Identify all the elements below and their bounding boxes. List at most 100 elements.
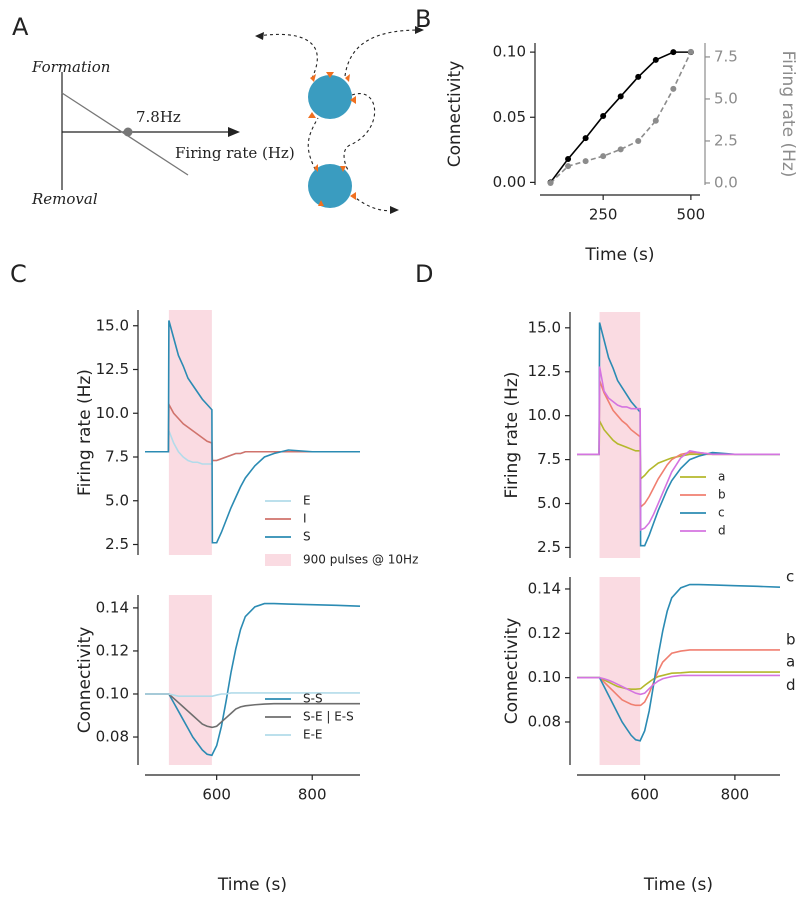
legend-label: 900 pulses @ 10Hz (303, 553, 418, 567)
arrow-head (255, 32, 264, 40)
y2-tick-label: 7.5 (714, 47, 738, 65)
legend-label: S-E | E-S (303, 710, 354, 724)
y-tick-label: 15.0 (96, 316, 129, 334)
y-tick-label: 0.12 (528, 624, 561, 642)
point (565, 155, 572, 162)
x-tick-label: 600 (202, 786, 231, 804)
legend-label: a (718, 470, 725, 484)
y-tick-label: 0.12 (96, 641, 129, 659)
point (617, 146, 624, 153)
setpoint-dot (123, 127, 133, 137)
x-tick-label: 500 (677, 206, 706, 224)
synapse (345, 74, 350, 82)
x-label: Firing rate (Hz) (175, 144, 295, 162)
line-end-label: a (786, 653, 795, 671)
y-axis-label: Connectivity (75, 627, 95, 734)
y-tick-label: 12.5 (528, 362, 561, 380)
x-tick-label: 600 (630, 786, 659, 804)
point (670, 49, 677, 56)
synapse (318, 200, 324, 206)
panel-label: C (10, 260, 27, 288)
chart: 0.08 0.10 0.12 0.14 600 800 Time (s) Connectivi… (75, 595, 361, 895)
legend: EIS 900 pulses @ 10Hz (265, 494, 418, 567)
legend-label: I (303, 512, 307, 526)
y-tick-label: 0.14 (528, 579, 561, 597)
y-tick-label: 10.0 (528, 406, 561, 424)
legend-swatch (265, 554, 291, 566)
connection (344, 29, 421, 77)
series-line (145, 693, 360, 729)
point (582, 135, 589, 142)
diagram: A Formation Removal 7.8Hz Firing rate (H… (12, 13, 424, 214)
x-tick-label: 800 (721, 786, 750, 804)
synapse (350, 96, 356, 104)
point (547, 179, 554, 186)
connection (343, 93, 376, 171)
series-line (145, 692, 360, 697)
y-tick-label: 5.0 (105, 491, 129, 509)
legend-label: E (303, 494, 311, 508)
y-tick-label: 10.0 (96, 404, 129, 422)
y-tick-label: 0.08 (528, 712, 561, 730)
point (635, 137, 642, 144)
y-tick-label: 0.10 (528, 668, 561, 686)
legend-label: d (718, 524, 726, 538)
stimulus-shade (168, 595, 212, 765)
y-tick-label: 0.00 (493, 173, 526, 191)
legend-label: b (718, 488, 726, 502)
y-tick-label: 5.0 (537, 494, 561, 512)
y-tick-label: 0.10 (493, 43, 526, 61)
series-line (549, 51, 692, 184)
legend-label: E-E (303, 728, 323, 742)
y-axis-label: Connectivity (502, 618, 522, 725)
series-line (549, 51, 691, 183)
panel-label: D (415, 260, 433, 288)
synapse (310, 74, 316, 82)
series-line (145, 602, 361, 757)
legend-label: S-S (303, 692, 323, 706)
point (652, 117, 659, 124)
synapse (314, 164, 318, 172)
setpoint-label: 7.8Hz (136, 108, 181, 126)
series-line (577, 366, 780, 532)
x-axis-label: Time (s) (217, 875, 287, 895)
series-line (577, 649, 780, 707)
point (600, 153, 607, 160)
panel-label: A (12, 13, 29, 41)
point (617, 93, 624, 100)
point (600, 112, 607, 119)
stimulus-shade (599, 312, 641, 558)
synapse (340, 166, 346, 172)
x-tick-label: 800 (298, 786, 327, 804)
connection (351, 194, 396, 212)
y2-axis-label: Firing rate (Hz) (778, 51, 798, 178)
point (670, 85, 677, 92)
x-axis-label: Time (s) (643, 875, 713, 895)
connection (307, 117, 319, 176)
y-axis-label: Firing rate (Hz) (75, 369, 95, 496)
stimulus-shade (599, 577, 641, 765)
connection (257, 33, 318, 79)
legend-label: c (718, 506, 725, 520)
series-line (577, 583, 781, 742)
y-tick-label: 15.0 (528, 318, 561, 336)
point (582, 158, 589, 165)
y-axis-label: Firing rate (Hz) (502, 372, 522, 499)
series-line (577, 322, 780, 547)
y-tick-label: 2.5 (537, 538, 561, 556)
point (635, 73, 642, 80)
synapse (308, 112, 316, 118)
series-line (577, 420, 780, 481)
y2-tick-label: 2.5 (714, 131, 738, 149)
y-tick-label: 0.14 (96, 598, 129, 616)
legend-label: S (303, 530, 311, 544)
synapse (350, 192, 356, 200)
y-top-label: Formation (31, 58, 110, 76)
series-line (145, 401, 360, 462)
legend: S-S S-E | E-S E-E (265, 692, 354, 742)
series-line (145, 320, 360, 544)
arrow-head (415, 26, 424, 34)
chart: 2.5 5.0 7.5 10.0 12.5 15.0 Firing rate (Hz) Dab… (415, 260, 780, 558)
panel-label: B (415, 5, 431, 33)
